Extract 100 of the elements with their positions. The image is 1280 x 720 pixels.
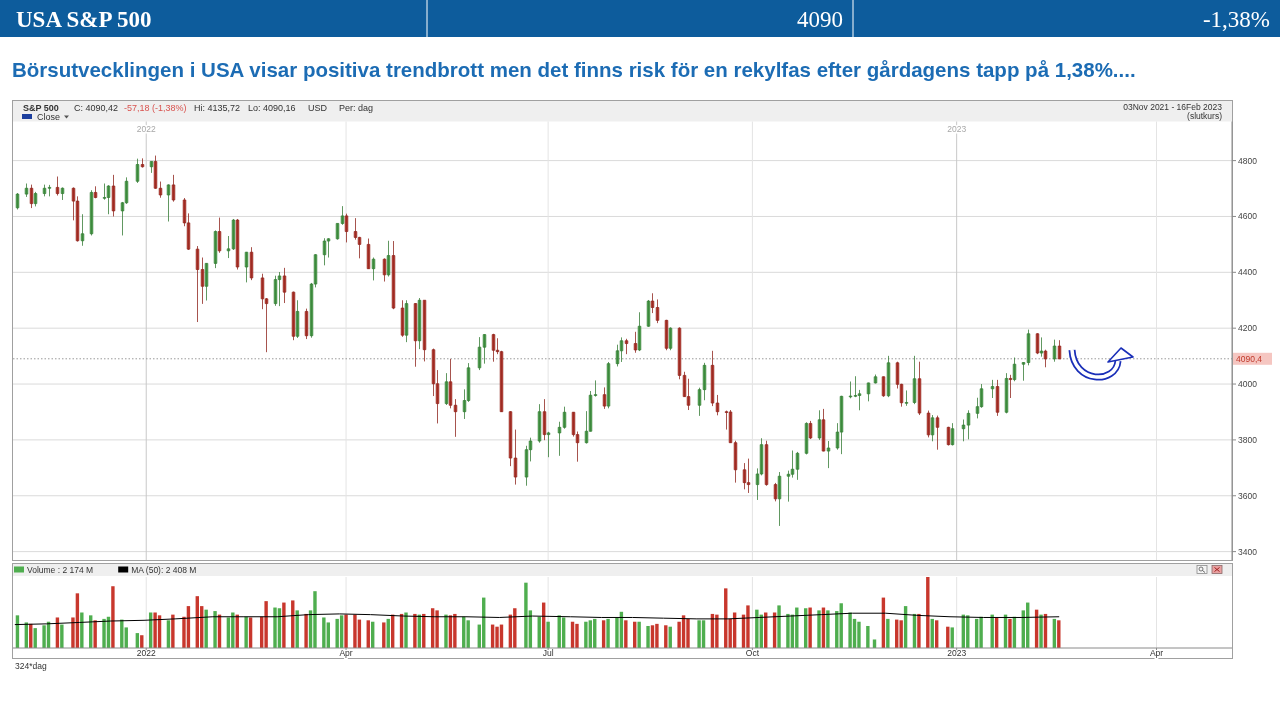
candlestick <box>482 333 487 365</box>
bar <box>60 624 64 648</box>
candlestick <box>637 311 642 352</box>
text: 4090 <box>797 7 843 32</box>
bar <box>524 582 528 648</box>
candlestick <box>697 387 702 417</box>
x-tick-label: 2022 <box>136 123 156 134</box>
bar <box>204 609 208 648</box>
candlestick <box>217 217 222 254</box>
candlestick <box>55 176 60 196</box>
candlestick <box>513 429 518 485</box>
text: S&P 500 <box>23 103 59 113</box>
candlestick <box>873 374 878 384</box>
bar <box>453 613 457 648</box>
candlestick <box>777 471 782 527</box>
bar <box>848 612 852 648</box>
candlestick <box>491 333 496 363</box>
candlestick <box>866 382 871 402</box>
text: (slutkurs) <box>1187 111 1223 121</box>
bar <box>1057 620 1061 648</box>
y-tick-label: 4800 <box>1238 155 1258 166</box>
candlestick <box>42 184 47 197</box>
candlestick <box>966 409 971 440</box>
candlestick <box>650 292 655 314</box>
candlestick <box>602 386 607 410</box>
bar <box>606 618 610 648</box>
candlestick <box>795 451 800 481</box>
bar <box>102 618 106 648</box>
candlestick <box>826 440 831 469</box>
bar <box>546 621 550 648</box>
candlestick <box>935 415 940 451</box>
bar <box>93 620 97 648</box>
candlestick <box>930 414 935 442</box>
bar <box>153 612 157 648</box>
ref-line-label: 4090,4 <box>1236 353 1263 364</box>
bar <box>1039 614 1043 648</box>
bar <box>857 621 861 648</box>
candlestick <box>1008 374 1013 399</box>
candlestick <box>322 237 327 266</box>
candlestick <box>386 240 391 277</box>
y-tick-label: 4000 <box>1238 379 1258 390</box>
bar <box>777 605 781 648</box>
y-tick-label: 3800 <box>1238 434 1258 445</box>
text: Per: dag <box>339 103 374 113</box>
bar <box>404 612 408 648</box>
candlestick <box>961 419 966 442</box>
bar <box>382 622 386 648</box>
bar <box>686 618 690 648</box>
text: -1,38% <box>1202 7 1270 32</box>
candlestick <box>111 174 116 217</box>
bar <box>244 616 248 648</box>
candlestick <box>371 257 376 281</box>
bar <box>313 591 317 648</box>
y-tick-label: 4200 <box>1238 323 1258 334</box>
y-tick-label: 4400 <box>1238 267 1258 278</box>
bar <box>697 620 701 648</box>
candlestick <box>282 267 287 304</box>
legend-label: Volume : 2 174 M <box>27 565 94 575</box>
bar <box>304 613 308 648</box>
candlestick <box>171 174 176 203</box>
bar <box>1008 618 1012 648</box>
bar <box>42 625 46 648</box>
bar <box>111 586 115 648</box>
text: Lo: 4090,16 <box>248 103 296 113</box>
candlestick <box>226 235 231 259</box>
bar <box>344 614 348 648</box>
candlestick <box>244 251 249 283</box>
candlestick <box>149 161 154 174</box>
candlestick <box>1052 339 1057 363</box>
bar <box>655 623 659 648</box>
text: -57,18 (-1,38%) <box>124 103 187 113</box>
bar <box>715 614 719 648</box>
candlestick <box>542 398 547 441</box>
candlestick <box>453 398 458 438</box>
bar <box>495 626 499 648</box>
candlestick <box>546 431 551 458</box>
bar <box>917 613 921 648</box>
bar <box>926 577 930 648</box>
bar <box>786 613 790 648</box>
bar <box>646 625 650 648</box>
candlestick <box>448 358 453 409</box>
candlestick <box>715 394 720 416</box>
bar <box>979 616 983 648</box>
candlestick <box>340 205 345 226</box>
candlestick <box>60 187 65 201</box>
bar <box>435 610 439 648</box>
y-tick-label: 3400 <box>1238 546 1258 557</box>
candlestick <box>166 183 171 222</box>
candlestick <box>912 355 917 405</box>
bar <box>826 610 830 648</box>
bar <box>322 617 326 648</box>
bar <box>990 614 994 648</box>
candlestick <box>1057 339 1062 360</box>
bar <box>746 605 750 648</box>
bar <box>624 620 628 648</box>
candlestick <box>633 331 638 354</box>
candlestick <box>990 379 995 399</box>
candlestick <box>1043 349 1048 368</box>
bar <box>575 623 579 648</box>
bar <box>513 608 517 648</box>
